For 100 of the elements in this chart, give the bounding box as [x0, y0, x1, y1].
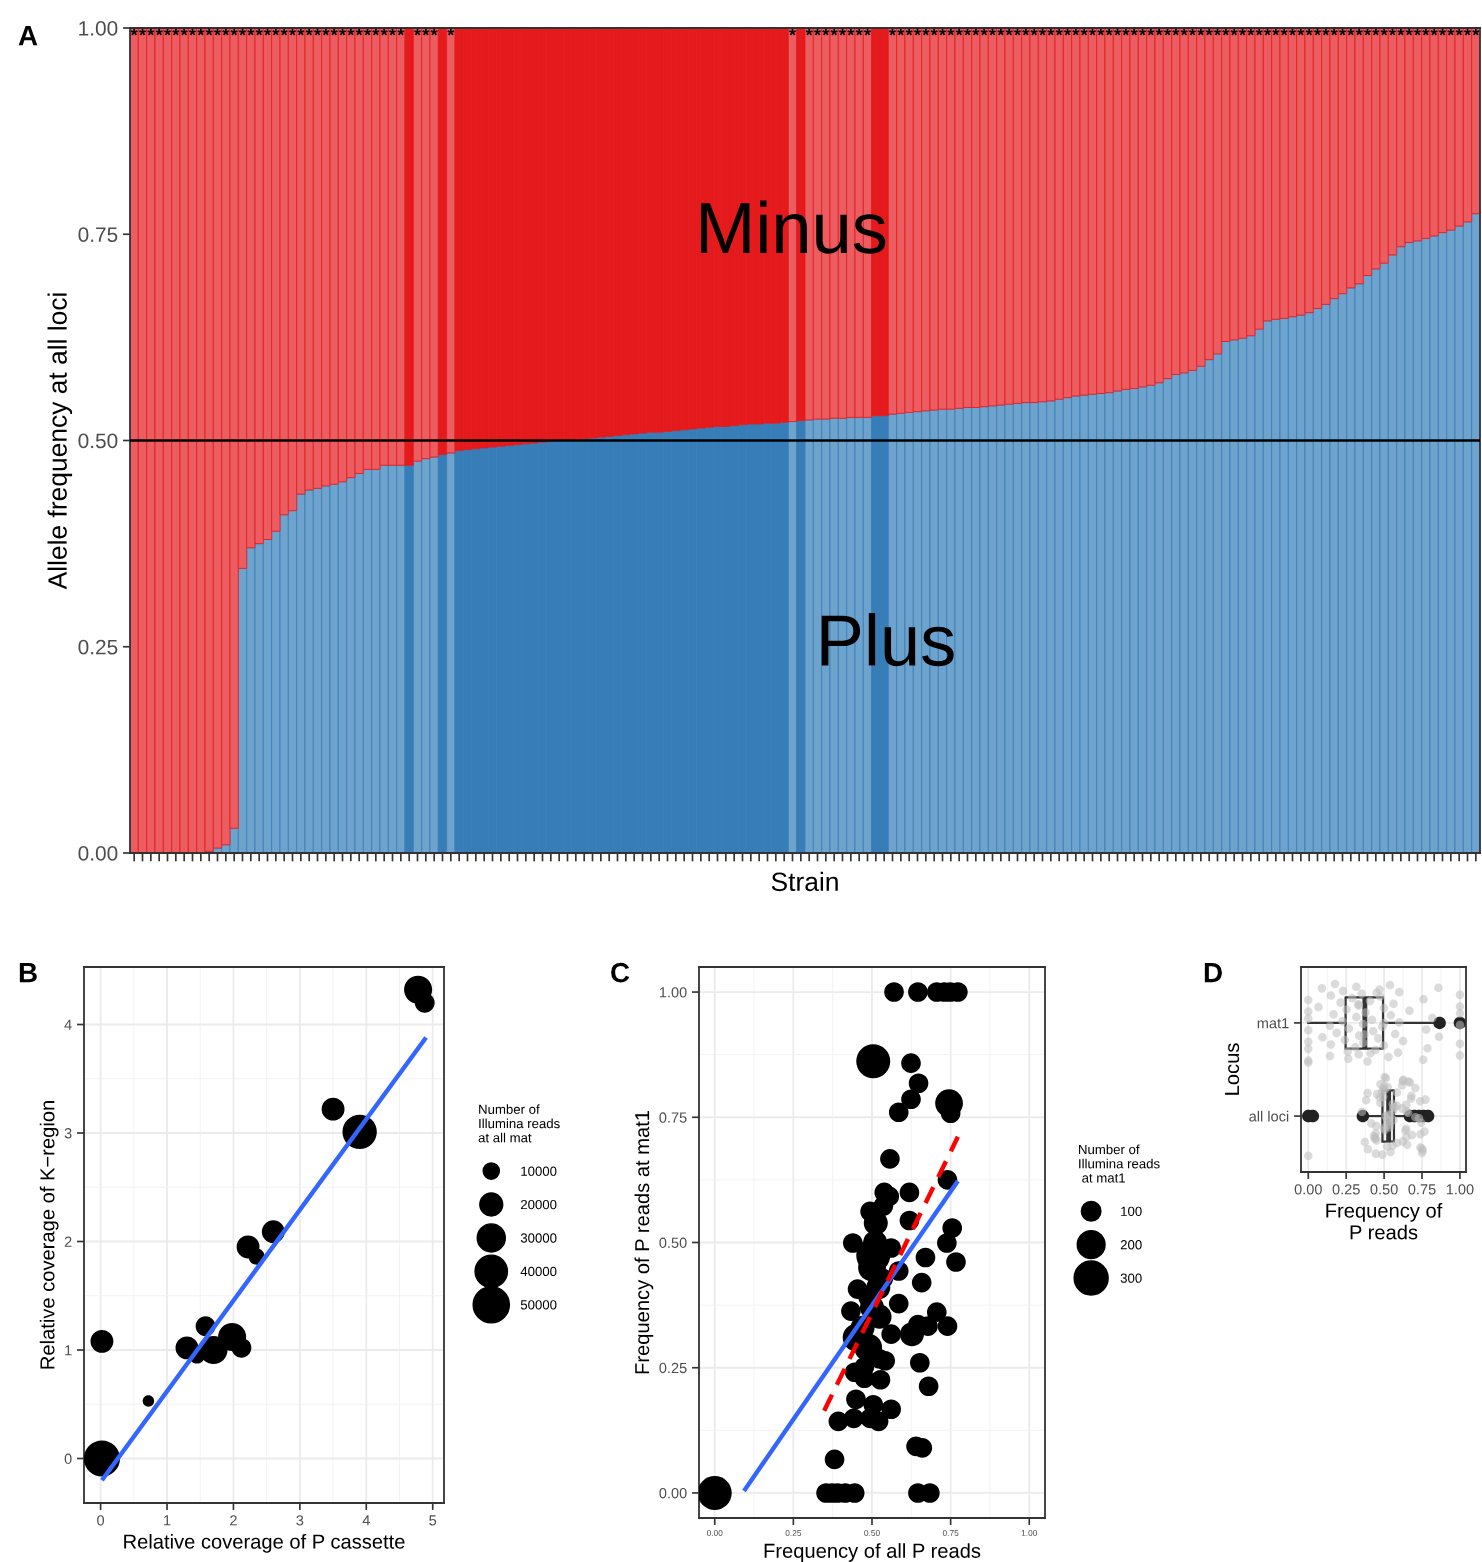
- data-label: *: [1297, 28, 1305, 36]
- x-tick-label: 0.00: [1294, 1184, 1322, 1195]
- data-label: *: [1155, 28, 1163, 36]
- data-label: *: [1230, 28, 1238, 36]
- data-label: *: [389, 28, 396, 36]
- data-label: *: [322, 28, 330, 36]
- data-label: *: [1430, 28, 1438, 36]
- data-label: *: [914, 28, 921, 36]
- data-label: *: [1055, 28, 1063, 36]
- x-tick-label: 0.50: [1370, 1184, 1398, 1195]
- x-tick-label: 0.50: [864, 1530, 880, 1536]
- y-tick-label: 3: [64, 1128, 72, 1139]
- data-label: *: [1064, 28, 1071, 36]
- data-label: *: [155, 28, 163, 36]
- data-label: *: [1197, 28, 1205, 36]
- x-tick-label: 3: [296, 1515, 304, 1526]
- data-label: *: [189, 28, 196, 36]
- data-label: *: [305, 28, 313, 36]
- data-label: *: [1455, 28, 1463, 36]
- x-tick-label: 1.00: [1021, 1530, 1038, 1536]
- data-label: *: [264, 28, 271, 36]
- data-label: *: [1380, 28, 1388, 36]
- x-tick-label: 0.75: [942, 1530, 959, 1536]
- x-tick-label: 5: [429, 1515, 437, 1526]
- text: B: [19, 963, 37, 983]
- y-tick-label: 0.75: [78, 227, 118, 242]
- data-label: *: [814, 28, 821, 36]
- data-label: *: [197, 28, 205, 36]
- data-label: *: [414, 28, 421, 36]
- data-label: *: [855, 28, 863, 36]
- data-label: *: [1372, 28, 1380, 36]
- data-label: *: [1305, 28, 1313, 36]
- legend-label: 100: [1121, 1206, 1142, 1216]
- data-label: *: [1005, 28, 1013, 36]
- data-label: *: [1205, 28, 1213, 36]
- data-label: *: [830, 28, 838, 36]
- data-label: *: [1214, 28, 1221, 36]
- data-label: *: [1105, 28, 1113, 36]
- legend-label: 50000: [520, 1300, 557, 1310]
- data-label: *: [1222, 28, 1230, 36]
- legend-label: 200: [1120, 1240, 1142, 1250]
- data-label: *: [380, 28, 388, 36]
- y-axis-title: Frequency of P reads at mat1: [634, 1111, 654, 1374]
- data-label: *: [1039, 28, 1046, 36]
- data-label: *: [214, 28, 221, 36]
- data-label: *: [847, 28, 855, 36]
- data-label: *: [930, 28, 938, 36]
- data-label: *: [164, 28, 171, 36]
- y-tick-label: 0.25: [659, 1362, 687, 1374]
- data-label: *: [922, 28, 930, 36]
- data-label: *: [289, 28, 296, 36]
- y-tick-label: 4: [64, 1019, 72, 1030]
- data-label: *: [1180, 28, 1188, 36]
- x-tick-label: 1.00: [1446, 1184, 1474, 1195]
- data-label: *: [1164, 28, 1171, 36]
- data-label: *: [230, 28, 238, 36]
- y-tick-label: 0.25: [78, 639, 118, 655]
- data-label: *: [889, 28, 896, 36]
- y-tick-label: 0.50: [659, 1237, 687, 1248]
- data-label: *: [447, 28, 455, 36]
- data-label: *: [864, 28, 871, 36]
- data-label: *: [1089, 28, 1096, 36]
- data-label: *: [314, 28, 321, 36]
- data-label: *: [939, 28, 946, 36]
- data-label: *: [1030, 28, 1038, 36]
- data-label: *: [805, 28, 813, 36]
- text: A: [18, 26, 38, 46]
- data-label: *: [180, 28, 188, 36]
- x-axis-title: Frequency of P reads: [1326, 1202, 1443, 1240]
- data-label: *: [897, 28, 905, 36]
- data-label: *: [1289, 28, 1296, 36]
- data-label: *: [247, 28, 255, 36]
- data-label: *: [947, 28, 955, 36]
- y-axis-title: Locus: [1225, 1043, 1240, 1095]
- data-label: *: [255, 28, 263, 36]
- x-axis-title: Frequency of all P reads: [764, 1543, 981, 1562]
- data-label: *: [430, 28, 438, 36]
- data-label: *: [1022, 28, 1030, 36]
- y-tick-label: 1.00: [79, 21, 118, 36]
- data-label: *: [1097, 28, 1105, 36]
- data-label: *: [422, 28, 430, 36]
- data-label: *: [1339, 28, 1346, 36]
- data-label: *: [1322, 28, 1330, 36]
- y-tick-label: all loci: [1249, 1110, 1289, 1122]
- y-tick-label: 0: [64, 1453, 72, 1464]
- y-tick-label: 1.00: [659, 987, 687, 998]
- data-label: *: [1147, 28, 1155, 36]
- data-label: *: [1139, 28, 1146, 36]
- data-label: *: [839, 28, 846, 36]
- y-tick-label: 0.00: [78, 846, 118, 861]
- data-label: *: [130, 28, 138, 36]
- data-label: *: [1072, 28, 1080, 36]
- data-label: *: [822, 28, 830, 36]
- data-label: *: [964, 28, 971, 36]
- y-tick-label: 0.00: [659, 1488, 687, 1499]
- data-label: *: [1172, 28, 1180, 36]
- data-label: *: [1239, 28, 1246, 36]
- data-label: *: [1189, 28, 1196, 36]
- series-label: Minus: [701, 200, 886, 254]
- data-label: *: [1114, 28, 1121, 36]
